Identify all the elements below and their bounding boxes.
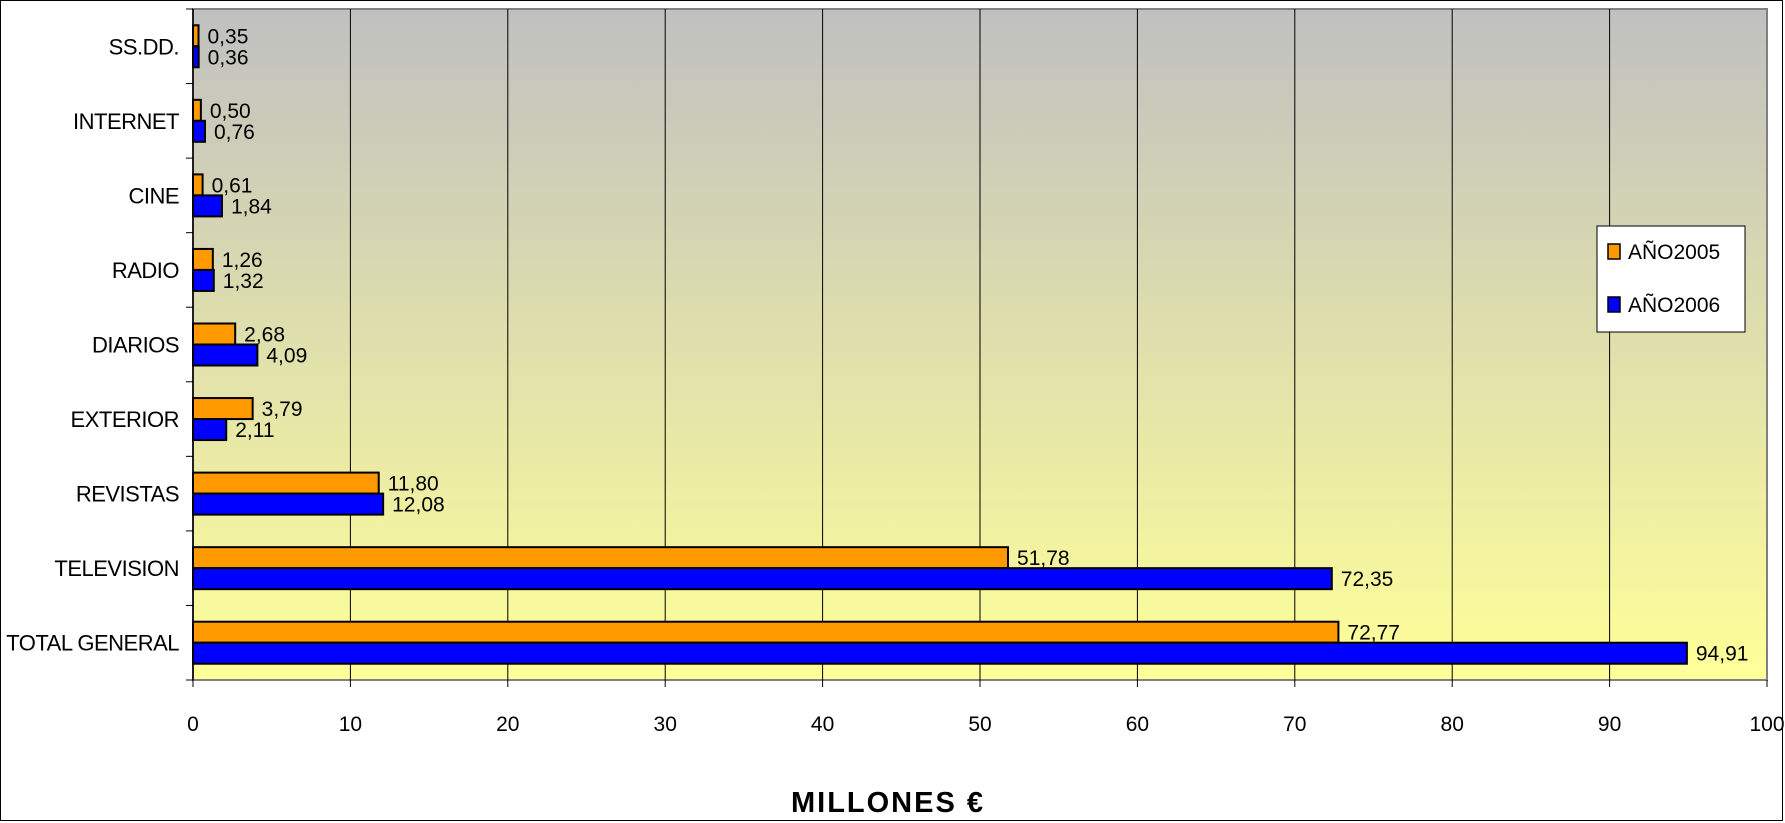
bar-año2005 (192, 620, 1340, 644)
category-label: EXTERIOR (71, 407, 179, 432)
x-tick-label: 90 (1598, 713, 1621, 736)
bar-año2005 (192, 247, 214, 271)
data-label: 0,36 (208, 46, 249, 69)
x-tick-label: 0 (187, 713, 199, 736)
x-tick-label: 40 (811, 713, 834, 736)
data-label: 72,35 (1341, 568, 1394, 591)
data-label: 3,79 (262, 398, 303, 421)
bar-año2006 (192, 343, 259, 367)
data-label: 1,32 (223, 270, 264, 293)
bar-año2006 (192, 492, 385, 516)
data-label: 1,26 (222, 249, 263, 272)
labels: 0 10 20 30 40 50 60 70 80 90 100 TOTAL GENERAL 72,77… (6, 25, 1784, 736)
bar-año2005 (192, 397, 254, 421)
bar-año2006 (192, 194, 223, 218)
data-label: 0,61 (212, 174, 253, 197)
data-label: 0,76 (214, 121, 255, 144)
legend-swatch-año2006 (1607, 296, 1621, 313)
category-label: CINE (128, 183, 179, 208)
bar-año2006 (192, 268, 215, 292)
category-label: REVISTAS (76, 482, 179, 507)
data-label: 11,80 (388, 473, 439, 496)
category-label: TOTAL GENERAL (6, 631, 179, 656)
bar-año2006 (192, 119, 206, 143)
x-tick-label: 50 (968, 713, 991, 736)
bar-año2005 (192, 24, 200, 48)
bar-año2006 (192, 45, 200, 69)
data-label: 2,68 (244, 324, 285, 347)
x-tick-label: 70 (1283, 713, 1306, 736)
legend-box (1596, 225, 1746, 333)
data-label: 72,77 (1347, 622, 1400, 645)
legend[interactable]: AÑO2005 AÑO2006 (1596, 225, 1746, 333)
data-label: 51,78 (1017, 547, 1070, 570)
data-label: 4,09 (266, 345, 307, 368)
bar-año2006 (192, 567, 1333, 591)
x-tick-label: 10 (339, 713, 362, 736)
bar-año2005 (192, 98, 202, 122)
axes (186, 8, 1768, 687)
x-tick-label: 100 (1749, 713, 1784, 736)
data-label: 2,11 (235, 419, 274, 442)
x-tick-label: 20 (496, 713, 519, 736)
bar-año2005 (192, 471, 380, 495)
legend-label: AÑO2006 (1628, 293, 1720, 317)
bar-año2006 (192, 418, 228, 442)
bar-año2005 (192, 173, 204, 197)
data-label: 0,50 (210, 100, 251, 123)
x-tick-label: 30 (654, 713, 677, 736)
x-axis-title: MILLONES € (791, 787, 985, 819)
x-tick-label: 80 (1441, 713, 1464, 736)
bar-año2005 (192, 546, 1010, 570)
legend-swatch-año2005 (1607, 243, 1621, 260)
data-label: 0,35 (208, 25, 249, 48)
x-tick-label: 60 (1126, 713, 1149, 736)
bar-año2006 (192, 641, 1688, 665)
category-label: TELEVISION (54, 556, 179, 581)
data-label: 94,91 (1696, 643, 1749, 666)
bar-año2005 (192, 322, 237, 346)
data-label: 1,84 (231, 195, 272, 218)
data-label: 12,08 (392, 494, 445, 517)
legend-label: AÑO2005 (1628, 240, 1720, 264)
category-label: RADIO (112, 258, 180, 283)
category-label: SS.DD. (109, 34, 179, 59)
bars (192, 24, 1688, 665)
category-label: INTERNET (73, 109, 179, 134)
category-label: DIARIOS (92, 333, 179, 358)
